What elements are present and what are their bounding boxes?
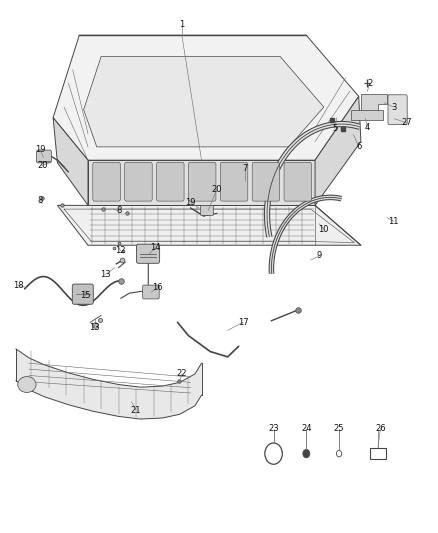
FancyBboxPatch shape [137, 244, 159, 263]
Text: 7: 7 [243, 164, 248, 173]
Text: 10: 10 [318, 225, 329, 234]
Text: 17: 17 [238, 318, 248, 327]
Ellipse shape [18, 376, 36, 392]
FancyBboxPatch shape [201, 205, 213, 215]
Text: 23: 23 [268, 424, 279, 433]
FancyBboxPatch shape [156, 163, 184, 201]
Polygon shape [57, 205, 361, 245]
FancyBboxPatch shape [143, 285, 159, 299]
Polygon shape [84, 56, 324, 147]
Text: 14: 14 [150, 244, 161, 253]
FancyBboxPatch shape [252, 163, 280, 201]
Text: 21: 21 [131, 406, 141, 415]
Text: 11: 11 [389, 217, 399, 226]
Polygon shape [53, 118, 88, 205]
FancyBboxPatch shape [93, 163, 120, 201]
Bar [370, 448, 386, 459]
FancyBboxPatch shape [72, 284, 93, 304]
Text: 24: 24 [301, 424, 311, 433]
Text: 13: 13 [89, 323, 100, 332]
Text: 19: 19 [35, 145, 45, 154]
Text: 22: 22 [177, 369, 187, 378]
Text: 20: 20 [212, 185, 222, 194]
Polygon shape [88, 160, 315, 205]
Text: 8: 8 [116, 206, 121, 215]
Polygon shape [351, 110, 383, 120]
Polygon shape [361, 94, 387, 112]
FancyBboxPatch shape [125, 163, 152, 201]
Text: 18: 18 [13, 280, 24, 289]
Polygon shape [53, 35, 359, 160]
FancyBboxPatch shape [188, 163, 216, 201]
Text: 1: 1 [179, 20, 184, 29]
Text: 15: 15 [81, 291, 91, 300]
Circle shape [303, 449, 310, 458]
Text: 2: 2 [367, 78, 372, 87]
Circle shape [265, 443, 283, 464]
Text: 8: 8 [37, 196, 42, 205]
Text: 13: 13 [100, 270, 111, 279]
Text: 3: 3 [391, 102, 396, 111]
Text: 6: 6 [356, 142, 361, 151]
Text: 25: 25 [334, 424, 344, 433]
FancyBboxPatch shape [220, 163, 248, 201]
Text: 26: 26 [375, 424, 386, 433]
Text: 27: 27 [402, 118, 412, 127]
FancyBboxPatch shape [284, 163, 311, 201]
Circle shape [336, 450, 342, 457]
Text: 9: 9 [317, 252, 322, 260]
Text: 5: 5 [332, 124, 337, 133]
FancyBboxPatch shape [388, 95, 407, 125]
Text: 16: 16 [152, 283, 163, 292]
Text: 4: 4 [365, 123, 370, 132]
FancyBboxPatch shape [36, 150, 51, 163]
Text: 19: 19 [185, 198, 196, 207]
Polygon shape [16, 349, 201, 419]
Text: 12: 12 [116, 246, 126, 255]
Polygon shape [315, 96, 361, 205]
Text: 20: 20 [37, 161, 47, 170]
